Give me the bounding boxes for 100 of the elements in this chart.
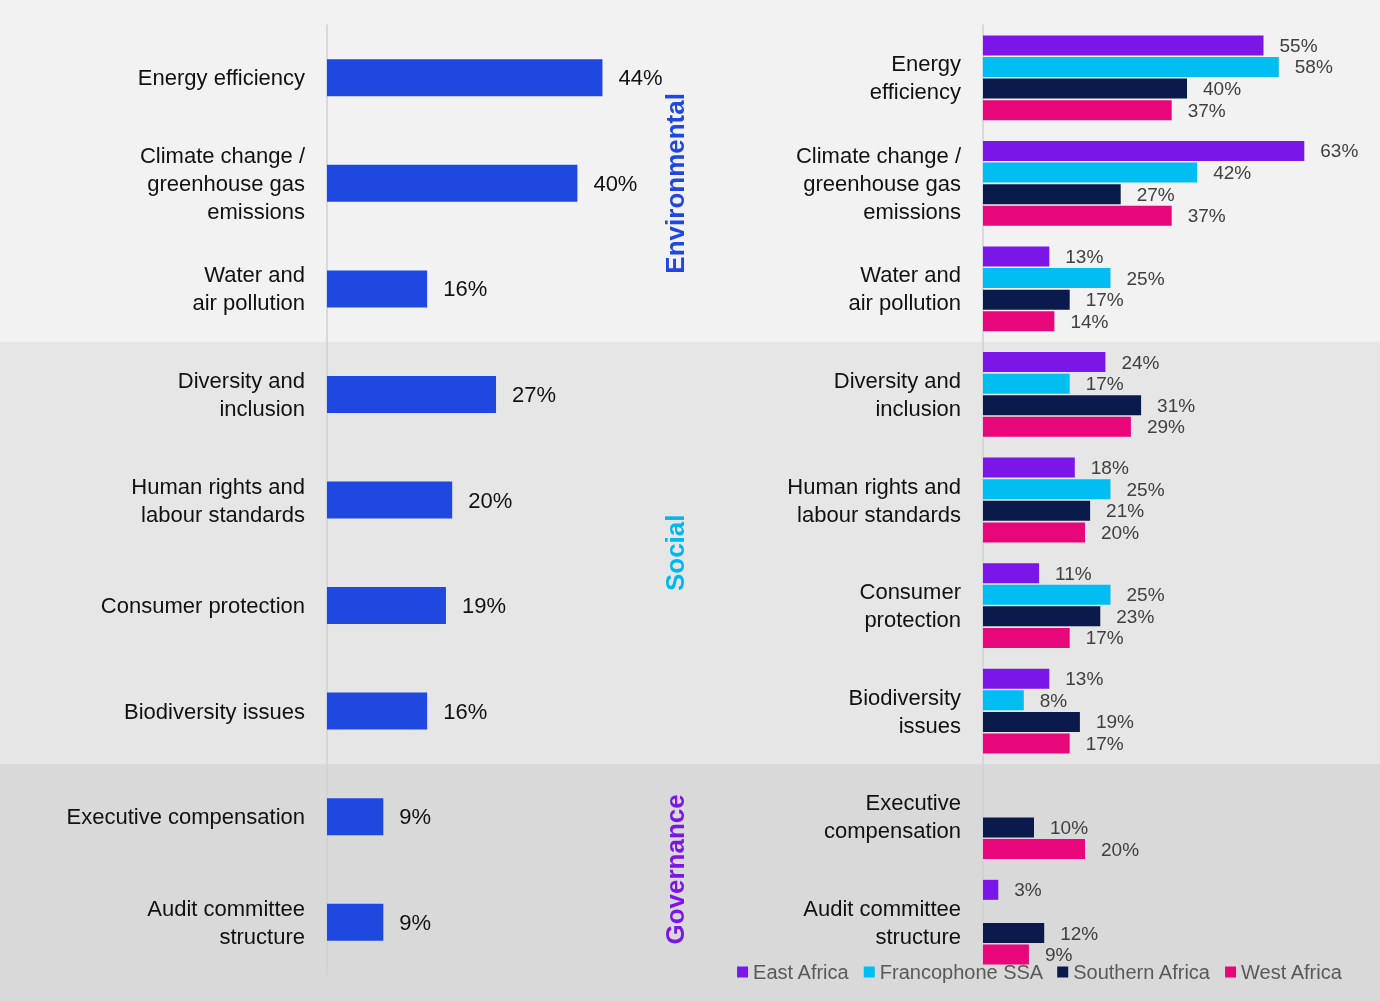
legend-label: East Africa [753, 961, 850, 983]
bar [983, 184, 1121, 205]
data-label: 20% [1101, 521, 1140, 543]
y-tick-label: Consumer protection [859, 579, 961, 633]
bar [327, 692, 428, 730]
data-label: 13% [1065, 668, 1104, 690]
bar [983, 923, 1045, 944]
data-label: 44% [618, 65, 663, 91]
bar [327, 903, 384, 941]
y-tick-label: Diversity and inclusion [833, 367, 961, 421]
bar [983, 479, 1111, 500]
bar [327, 587, 446, 625]
bar [983, 246, 1050, 267]
bar [983, 35, 1264, 56]
bar [327, 164, 578, 202]
bar [983, 268, 1111, 289]
data-label: 24% [1121, 351, 1160, 373]
data-label: 3% [1014, 879, 1042, 901]
data-label: 40% [1203, 78, 1242, 100]
data-label: 20% [468, 487, 513, 513]
bar [983, 627, 1070, 648]
data-label: 21% [1106, 500, 1145, 522]
bar [983, 311, 1055, 332]
y-tick-label: Climate change / greenhouse gas emissions [139, 142, 306, 224]
bar [983, 100, 1172, 121]
y-tick-label: Water and air pollution [192, 262, 305, 316]
data-label: 20% [1101, 838, 1140, 860]
bar [983, 416, 1131, 437]
data-label: 58% [1294, 56, 1333, 78]
data-label: 55% [1279, 34, 1318, 56]
data-label: 17% [1085, 373, 1124, 395]
bar [983, 606, 1101, 627]
data-label: 25% [1126, 584, 1165, 606]
bar [983, 522, 1085, 543]
data-label: 11% [1055, 562, 1092, 584]
data-label: 9% [399, 909, 432, 935]
bar [983, 395, 1142, 416]
bar [983, 817, 1034, 838]
bar [983, 839, 1085, 860]
bar [983, 879, 999, 900]
data-label: 14% [1070, 310, 1109, 332]
bar [983, 457, 1075, 478]
data-label: 12% [1060, 922, 1099, 944]
data-label: 9% [1044, 944, 1073, 966]
data-label: 13% [1065, 245, 1104, 267]
data-label: 29% [1146, 416, 1186, 438]
y-tick-label: Climate change / greenhouse gas emissions [795, 142, 962, 224]
y-tick-label: Human rights and labour standards [131, 473, 305, 527]
data-label: 18% [1090, 457, 1129, 479]
data-label: 63% [1320, 140, 1359, 162]
y-tick-label: Diversity and inclusion [177, 367, 305, 421]
data-label: 17% [1085, 289, 1124, 311]
bar [983, 205, 1172, 226]
data-label: 8% [1039, 689, 1068, 711]
data-label: 16% [443, 698, 488, 724]
bar [983, 690, 1024, 711]
y-tick-label: Biodiversity issues [848, 684, 961, 738]
bar [983, 352, 1106, 373]
data-label: 16% [443, 276, 488, 302]
bar [983, 500, 1091, 521]
data-label: 31% [1157, 394, 1196, 416]
bar [983, 563, 1040, 584]
bar [327, 481, 453, 519]
band-label: Environmental [660, 93, 690, 274]
data-label: 25% [1126, 478, 1165, 500]
bar [983, 373, 1070, 394]
data-label: 27% [512, 381, 557, 407]
data-label: 19% [1095, 711, 1135, 733]
bar [327, 375, 497, 413]
data-label: 17% [1085, 627, 1124, 649]
legend-label: Southern Africa [1073, 961, 1211, 983]
bar [327, 59, 603, 97]
y-tick-label: Energy efficiency [869, 51, 961, 105]
bar [983, 78, 1187, 99]
data-label: 17% [1085, 733, 1124, 755]
bar [983, 162, 1198, 183]
bar [983, 944, 1029, 965]
band-label: Governance [660, 794, 690, 945]
y-tick-label: Energy efficiency [137, 65, 305, 91]
bar [983, 584, 1111, 605]
legend-label: Francophone SSA [879, 961, 1044, 983]
data-label: 37% [1187, 205, 1226, 227]
data-label: 40% [593, 170, 638, 196]
y-tick-label: Executive compensation [824, 790, 961, 844]
bar [327, 270, 428, 308]
y-tick-label: Audit committee structure [147, 895, 305, 949]
data-label: 27% [1136, 183, 1175, 205]
y-tick-label: Consumer protection [100, 593, 305, 619]
bar [983, 668, 1050, 689]
legend-label: West Africa [1241, 961, 1343, 983]
data-label: 19% [461, 593, 506, 619]
band-label: Social [660, 514, 690, 592]
data-label: 25% [1126, 267, 1165, 289]
data-label: 9% [399, 804, 432, 830]
y-tick-label: Biodiversity issues [124, 698, 305, 724]
bar [983, 289, 1070, 310]
y-tick-label: Water and air pollution [848, 262, 961, 316]
bar [983, 140, 1305, 161]
data-label: 23% [1116, 605, 1155, 627]
y-tick-label: Human rights and labour standards [787, 473, 961, 527]
